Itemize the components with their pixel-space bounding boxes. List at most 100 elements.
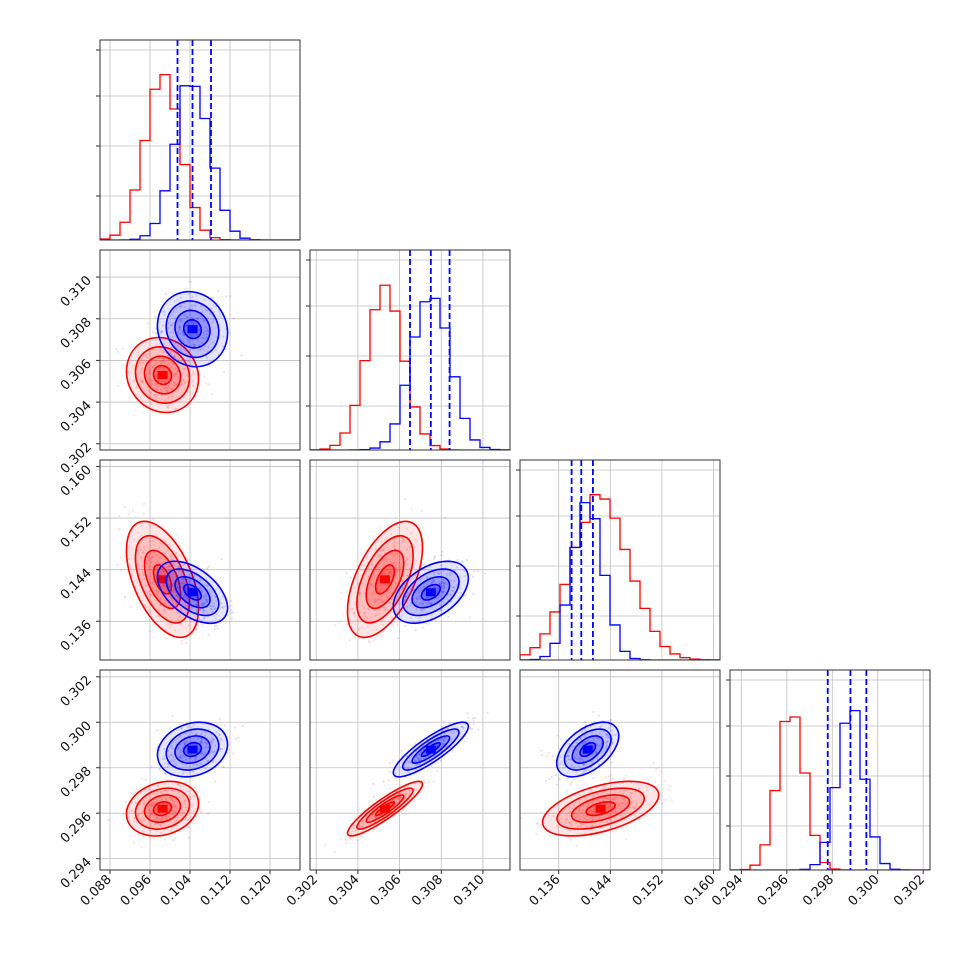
sample-point-red: [164, 380, 168, 384]
panel-2-2: [520, 460, 720, 660]
sample-point-red: [374, 548, 377, 551]
sample-point-red: [158, 608, 161, 611]
sample-point-blue: [408, 577, 412, 581]
sample-point-red: [148, 630, 152, 633]
sample-point-red: [538, 824, 542, 827]
sample-point-blue: [463, 575, 466, 578]
sample-point-red: [145, 374, 148, 378]
sample-point-blue: [584, 769, 587, 772]
sample-point-red: [634, 814, 637, 817]
sample-point-blue: [416, 591, 419, 595]
sample-point-red: [176, 783, 179, 786]
sample-point-blue: [218, 315, 221, 318]
sample-point-red: [194, 818, 197, 822]
sample-point-blue: [400, 610, 404, 613]
sample-point-blue: [476, 570, 479, 573]
sample-point-blue: [196, 334, 199, 337]
sample-point-red: [186, 819, 189, 822]
sample-point-red: [201, 623, 204, 626]
sample-point-red: [150, 803, 153, 806]
sample-point-red: [405, 558, 409, 562]
contour-line-blue: [411, 735, 451, 764]
sample-point-red: [443, 516, 447, 519]
sample-point-red: [145, 789, 149, 793]
sample-point-blue: [605, 744, 608, 747]
sample-point-red: [147, 369, 150, 372]
sample-point-red: [177, 358, 180, 361]
sample-point-blue: [176, 586, 179, 589]
sample-point-red: [605, 797, 608, 800]
sample-point-blue: [211, 296, 214, 300]
sample-point-red: [354, 586, 357, 589]
contour-line-red: [541, 780, 660, 837]
sample-point-blue: [400, 749, 403, 752]
sample-point-blue: [160, 330, 164, 333]
sample-point-red: [158, 546, 161, 549]
sample-point-blue: [212, 605, 215, 608]
sample-point-red: [171, 591, 175, 594]
sample-point-blue: [425, 583, 428, 586]
sample-point-blue: [428, 602, 431, 605]
sample-point-blue: [180, 304, 184, 308]
sample-point-blue: [175, 594, 178, 597]
sample-point-blue: [222, 765, 225, 769]
sample-point-blue: [182, 754, 185, 757]
sample-point-blue: [206, 743, 209, 746]
sample-point-red: [154, 554, 157, 557]
sample-point-red: [174, 534, 178, 537]
sample-point-red: [179, 784, 182, 787]
sample-point-red: [155, 819, 159, 822]
sample-point-blue: [213, 771, 216, 774]
sample-point-red: [160, 398, 163, 401]
sample-point-blue: [192, 743, 195, 746]
sample-point-blue: [213, 607, 217, 611]
sample-point-red: [183, 818, 186, 821]
sample-point-red: [394, 581, 397, 584]
sample-point-red: [615, 811, 618, 814]
sample-point-blue: [453, 579, 456, 583]
sample-point-red: [127, 512, 130, 516]
sample-point-red: [143, 604, 147, 607]
sample-point-blue: [201, 342, 204, 345]
sample-point-blue: [558, 778, 561, 781]
sample-point-blue: [174, 762, 178, 766]
sample-point-blue: [170, 554, 173, 557]
sample-point-blue: [187, 293, 190, 296]
sample-point-red: [568, 829, 571, 832]
sample-point-blue: [419, 759, 422, 762]
sample-point-red: [180, 573, 183, 576]
density-peak-blue: [425, 588, 436, 597]
sample-point-red: [143, 799, 146, 803]
sample-point-red: [603, 802, 606, 806]
sample-point-blue: [448, 721, 452, 725]
sample-point-red: [364, 615, 367, 618]
sample-point-red: [143, 545, 146, 548]
sample-point-blue: [430, 601, 434, 605]
sample-point-blue: [459, 732, 462, 735]
sample-point-red: [374, 598, 377, 601]
sample-point-red: [578, 793, 581, 797]
sample-point-blue: [184, 589, 187, 592]
sample-point-red: [352, 826, 355, 830]
sample-point-red: [587, 818, 590, 822]
sample-point-red: [629, 801, 633, 804]
sample-point-blue: [417, 753, 421, 756]
sample-point-blue: [208, 590, 211, 594]
sample-point-blue: [199, 762, 203, 765]
sample-point-red: [372, 639, 375, 642]
sample-point-red: [173, 811, 176, 814]
sample-point-blue: [416, 757, 419, 760]
sample-point-blue: [433, 585, 436, 589]
sample-point-red: [165, 814, 168, 817]
sample-point-blue: [206, 350, 209, 353]
sample-point-blue: [193, 743, 196, 746]
sample-point-blue: [203, 602, 206, 605]
sample-point-red: [170, 829, 173, 832]
contour-line-red: [134, 787, 191, 830]
sample-point-blue: [440, 584, 443, 587]
sample-point-blue: [432, 557, 436, 561]
sample-point-red: [180, 814, 183, 817]
sample-point-blue: [215, 612, 218, 616]
sample-point-red: [132, 554, 136, 557]
panel-frame: [99, 669, 301, 871]
